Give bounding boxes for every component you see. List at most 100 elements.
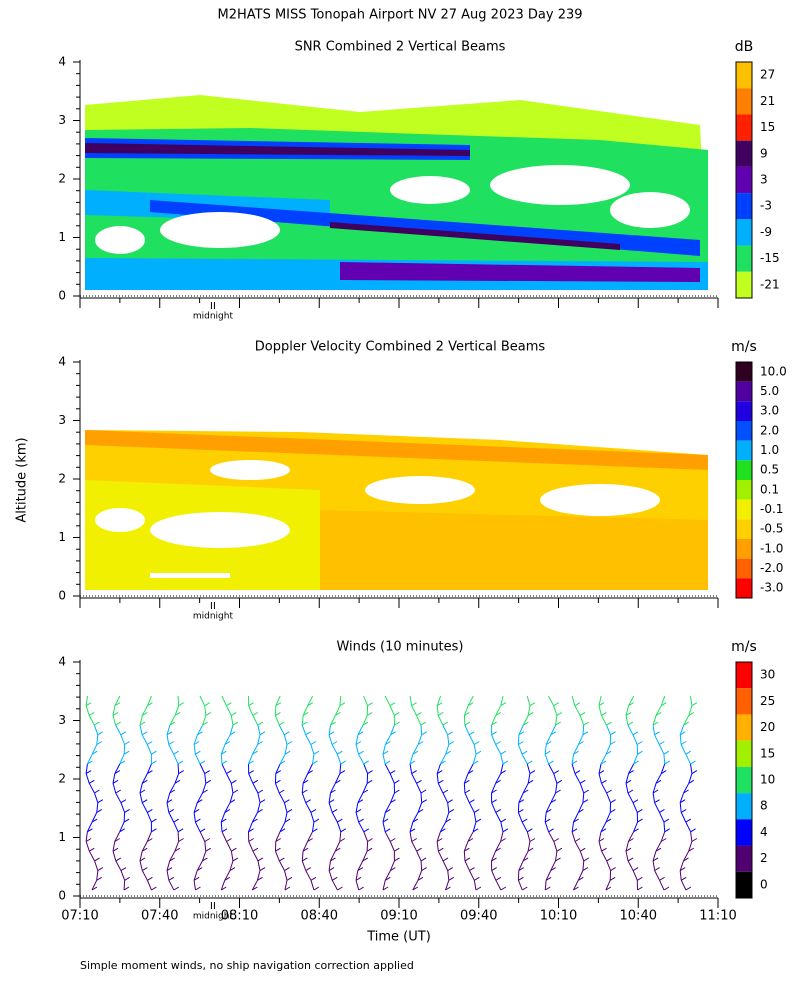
colorbar-swatch bbox=[736, 499, 752, 520]
colorbar-swatch bbox=[736, 114, 752, 141]
wind-barb-flag bbox=[442, 789, 449, 794]
wind-barb-staff bbox=[553, 841, 558, 852]
wind-barb-staff bbox=[445, 880, 450, 891]
panel-title: Doppler Velocity Combined 2 Vertical Bea… bbox=[255, 340, 546, 355]
wind-barb-flag bbox=[302, 779, 309, 784]
wind-barb-flag bbox=[495, 808, 502, 813]
wind-barb-staff bbox=[204, 705, 207, 716]
wind-barb-staff bbox=[553, 705, 558, 716]
wind-barb-flag bbox=[556, 779, 563, 784]
wind-barb-flag bbox=[204, 770, 210, 775]
wind-barb-staff bbox=[284, 812, 288, 823]
wind-barb-flag bbox=[232, 789, 239, 794]
x-tick-label: 07:10 bbox=[61, 909, 98, 924]
wind-barb-flag bbox=[177, 828, 184, 833]
wind-barb-staff bbox=[409, 695, 413, 706]
wind-barb-staff bbox=[571, 822, 575, 832]
wind-barb-staff bbox=[362, 850, 368, 862]
wind-barb-staff bbox=[464, 860, 470, 871]
colorbar-unit: m/s bbox=[731, 339, 757, 355]
wind-barb-flag bbox=[500, 886, 507, 891]
wind-barb-flag bbox=[582, 867, 589, 872]
wind-barb-staff bbox=[168, 744, 175, 755]
wind-barb-staff bbox=[257, 734, 261, 745]
wind-barb-flag bbox=[151, 750, 157, 755]
wind-barb-staff bbox=[301, 715, 304, 726]
wind-barb-flag bbox=[385, 741, 391, 745]
wind-barb-flag bbox=[491, 857, 497, 862]
panel-title: Winds (10 minutes) bbox=[336, 640, 463, 655]
wind-barb-flag bbox=[91, 818, 98, 823]
wind-barb-flag bbox=[573, 750, 579, 755]
wind-barb-staff bbox=[120, 802, 126, 813]
x-tick-label: 09:40 bbox=[460, 909, 497, 924]
wind-barb-flag bbox=[627, 857, 634, 862]
wind-barb-flag bbox=[305, 731, 311, 736]
wind-barb-staff bbox=[491, 802, 497, 813]
colorbar-label: 0 bbox=[760, 877, 768, 891]
wind-barb-staff bbox=[199, 695, 206, 706]
y-tick-label: 1 bbox=[58, 530, 66, 544]
wind-barb-staff bbox=[521, 821, 528, 833]
wind-barb-staff bbox=[252, 744, 259, 755]
wind-barb-flag bbox=[609, 876, 616, 881]
annotation: midnight bbox=[193, 912, 234, 922]
wind-barb-staff bbox=[382, 744, 386, 755]
wind-barb-flag bbox=[339, 838, 346, 842]
wind-barb-staff bbox=[491, 715, 497, 726]
wind-barb-staff bbox=[573, 812, 579, 823]
wind-barb-flag bbox=[231, 779, 237, 784]
wind-barb-flag bbox=[518, 867, 525, 872]
wind-barb-flag bbox=[598, 702, 605, 707]
colorbar-label: 8 bbox=[760, 799, 768, 813]
wind-barb-staff bbox=[545, 734, 552, 745]
wind-barb-staff bbox=[679, 792, 685, 803]
wind-barb-flag bbox=[573, 886, 579, 891]
wind-barb-flag bbox=[284, 886, 291, 891]
colorbar-label: -3 bbox=[760, 199, 772, 213]
wind-barb-flag bbox=[275, 702, 282, 707]
wind-barb-staff bbox=[683, 783, 690, 794]
wind-barb-staff bbox=[389, 773, 395, 784]
wind-barb-staff bbox=[437, 715, 444, 726]
wind-barb-flag bbox=[202, 857, 208, 862]
wind-barb-flag bbox=[384, 828, 391, 833]
wind-barb-flag bbox=[574, 702, 581, 707]
wind-barb-flag bbox=[337, 818, 343, 823]
wind-barb-flag bbox=[633, 760, 639, 765]
wind-barb-staff bbox=[384, 831, 391, 842]
wind-barb-staff bbox=[574, 841, 581, 852]
wind-barb-flag bbox=[301, 789, 308, 794]
wind-barb-flag bbox=[87, 760, 93, 765]
wind-barb-staff bbox=[357, 860, 364, 871]
wind-barb-flag bbox=[284, 867, 290, 872]
wind-barb-flag bbox=[114, 770, 121, 775]
wind-barb-staff bbox=[96, 734, 99, 745]
wind-barb-staff bbox=[437, 783, 444, 794]
wind-barb-flag bbox=[680, 741, 687, 745]
wind-barb-flag bbox=[358, 818, 364, 823]
wind-barb-staff bbox=[85, 763, 88, 774]
wind-barb-staff bbox=[652, 783, 657, 794]
wind-barb-flag bbox=[195, 750, 201, 755]
wind-barb-flag bbox=[548, 760, 554, 765]
wind-barb-flag bbox=[571, 760, 578, 765]
wind-barb-flag bbox=[252, 711, 259, 716]
wind-barb-flag bbox=[123, 818, 130, 823]
wind-barb-staff bbox=[555, 783, 558, 794]
wind-barb-staff bbox=[605, 744, 611, 755]
wind-barb-staff bbox=[257, 724, 261, 735]
wind-barb-staff bbox=[229, 860, 234, 871]
wind-barb-flag bbox=[89, 847, 95, 852]
wind-barb-staff bbox=[579, 715, 585, 726]
wind-barb-flag bbox=[355, 808, 362, 813]
wind-barb-staff bbox=[226, 773, 232, 784]
wind-barb-staff bbox=[417, 802, 423, 813]
wind-barb-flag bbox=[417, 808, 424, 813]
wind-barb-staff bbox=[680, 812, 687, 823]
wind-barb-staff bbox=[582, 860, 585, 871]
wind-barb-flag bbox=[660, 770, 667, 775]
wind-barb-staff bbox=[627, 860, 634, 871]
wind-barb-flag bbox=[275, 770, 282, 775]
wind-barb-staff bbox=[119, 753, 125, 765]
